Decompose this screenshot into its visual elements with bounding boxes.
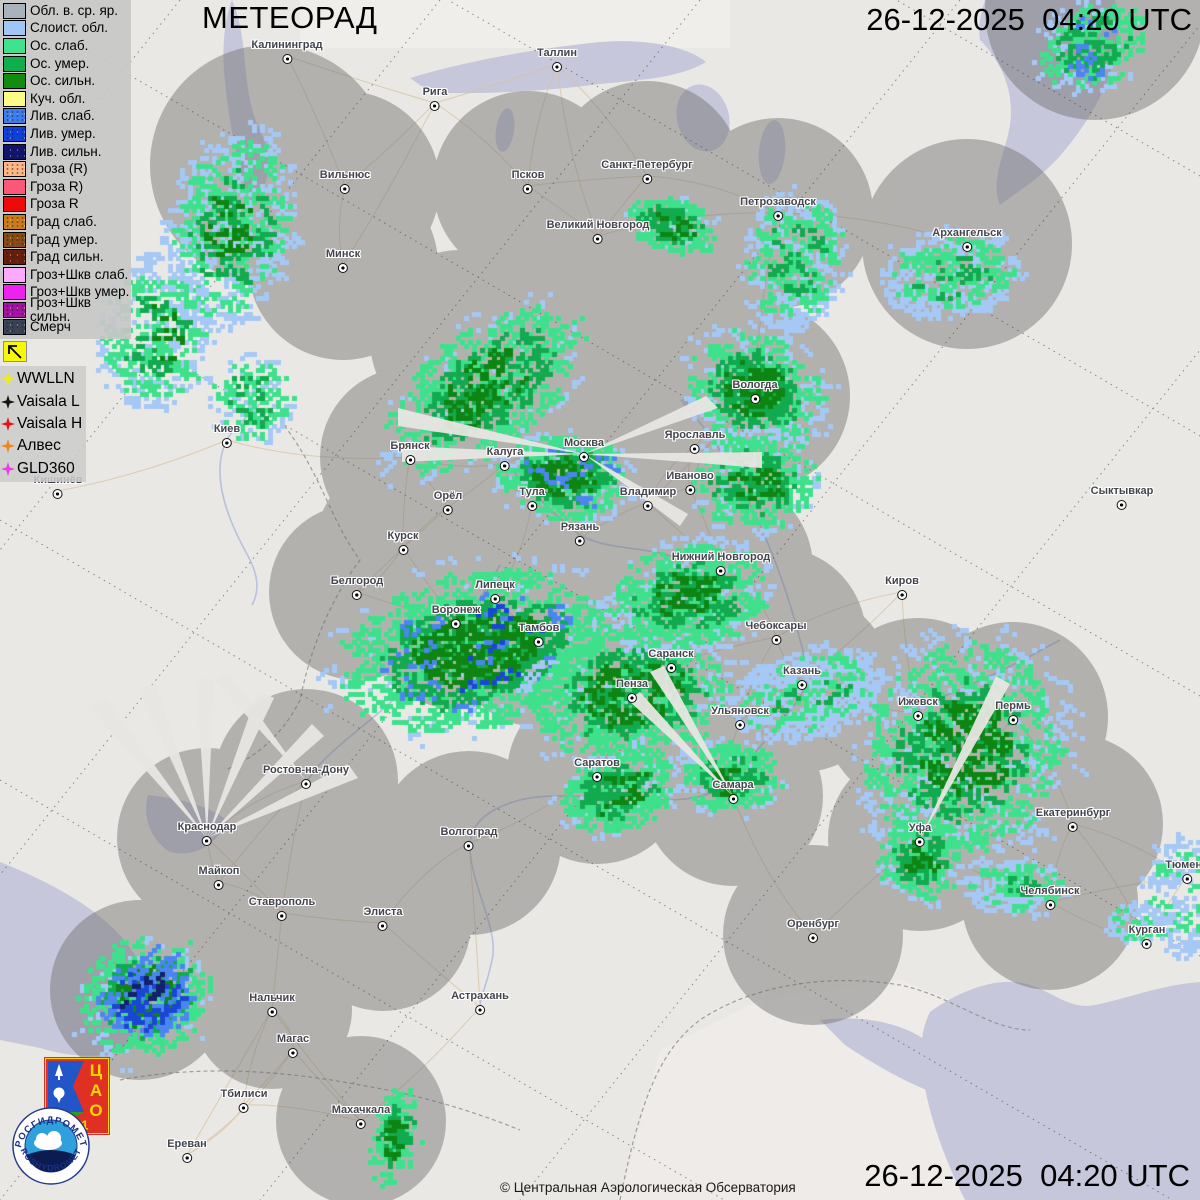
legend-swatch bbox=[3, 161, 26, 178]
legend-label: Обл. в. ср. яр. bbox=[30, 2, 119, 18]
legend-item: Лив. слаб. bbox=[0, 108, 131, 126]
legend-item: Лив. умер. bbox=[0, 125, 131, 143]
legend-swatch bbox=[3, 2, 26, 19]
legend-item: Куч. обл. bbox=[0, 90, 131, 108]
legend-item: Смерч bbox=[0, 319, 131, 337]
legend-swatch bbox=[3, 90, 26, 107]
legend-label: Лив. сильн. bbox=[30, 143, 102, 159]
legend-label: Град слаб. bbox=[30, 213, 97, 229]
flag-letter: Ц bbox=[90, 1061, 103, 1080]
legend-label: Град сильн. bbox=[30, 249, 104, 265]
legend-label: Гроз+Шкв умер. bbox=[30, 284, 130, 300]
legend-label: Куч. обл. bbox=[30, 90, 86, 106]
lightning-networks-legend: WWLLN Vaisala L Vaisala H Алвес GLD360 bbox=[0, 366, 86, 482]
precipitation-legend: Обл. в. ср. яр. Слоист. обл. Ос. слаб. Ос. … bbox=[0, 0, 131, 340]
legend-swatch bbox=[3, 37, 26, 54]
legend-label: Ос. слаб. bbox=[30, 37, 89, 53]
lightning-network-label: WWLLN bbox=[17, 370, 75, 388]
legend-item: Гроз+Шкв сильн. bbox=[0, 295, 131, 323]
legend-label: Слоист. обл. bbox=[30, 20, 109, 36]
lightning-cross-icon bbox=[1, 416, 15, 431]
legend-swatch bbox=[3, 284, 26, 301]
legend-label: Лив. слаб. bbox=[30, 108, 95, 124]
legend-item: Ос. умер. bbox=[0, 55, 131, 73]
lightning-cross-icon bbox=[1, 461, 15, 476]
wind-arrow-icon bbox=[8, 345, 22, 359]
legend-label: Град умер. bbox=[30, 231, 98, 247]
legend-item: Гроза (R) bbox=[0, 160, 131, 178]
legend-item: Ос. слаб. bbox=[0, 37, 131, 55]
legend-swatch bbox=[3, 301, 26, 318]
lightning-network-item: GLD360 bbox=[0, 458, 86, 480]
legend-swatch bbox=[3, 55, 26, 72]
legend-item: Лив. сильн. bbox=[0, 143, 131, 161]
legend-item: Град сильн. bbox=[0, 248, 131, 266]
legend-item: Слоист. обл. bbox=[0, 20, 131, 38]
legend-swatch bbox=[3, 196, 26, 213]
flag-letter: О bbox=[89, 1101, 102, 1120]
flag-balloon-icon bbox=[53, 1087, 65, 1099]
legend-swatch bbox=[3, 20, 26, 37]
legend-item: Ос. сильн. bbox=[0, 72, 131, 90]
lightning-network-label: GLD360 bbox=[17, 459, 75, 477]
legend-label: Гроза R) bbox=[30, 178, 84, 194]
flag-rocket-icon bbox=[55, 1064, 63, 1076]
timestamp-top: 26-12-2025 04:20 UTC bbox=[866, 2, 1192, 37]
wind-shift-marker bbox=[3, 341, 27, 362]
legend-label: Смерч bbox=[30, 319, 71, 335]
page-title: МЕТЕОРАД bbox=[202, 0, 378, 35]
legend-swatch bbox=[3, 249, 26, 266]
legend-swatch bbox=[3, 108, 26, 125]
legend-item: Град умер. bbox=[0, 231, 131, 249]
legend-item: Град слаб. bbox=[0, 213, 131, 231]
lightning-network-label: Vaisala H bbox=[17, 414, 83, 432]
legend-item: Гроза R bbox=[0, 196, 131, 214]
lightning-network-item: WWLLN bbox=[0, 368, 86, 390]
legend-label: Ос. умер. bbox=[30, 55, 90, 71]
legend-label: Лив. умер. bbox=[30, 125, 96, 141]
legend-swatch bbox=[3, 266, 26, 283]
legend-swatch bbox=[3, 178, 26, 195]
lightning-cross-icon bbox=[1, 394, 15, 409]
lightning-cross-icon bbox=[1, 372, 15, 387]
legend-label: Гроза R bbox=[30, 196, 79, 212]
lightning-network-label: Алвес bbox=[17, 437, 61, 455]
legend-swatch bbox=[3, 73, 26, 90]
roshydromet-logo: РОСГИДРОМЕТ ROSHYDROMET bbox=[12, 1107, 90, 1185]
legend-swatch bbox=[3, 143, 26, 160]
legend-label: Гроза (R) bbox=[30, 161, 88, 177]
flag-letter: А bbox=[90, 1081, 102, 1100]
legend-swatch bbox=[3, 319, 26, 336]
lightning-network-label: Vaisala L bbox=[17, 392, 80, 410]
legend-label: Ос. сильн. bbox=[30, 73, 96, 89]
legend-label: Гроз+Шкв сильн. bbox=[30, 294, 91, 324]
lightning-cross-icon bbox=[1, 439, 15, 454]
legend-label: Гроз+Шкв слаб. bbox=[30, 266, 129, 282]
legend-item: Обл. в. ср. яр. bbox=[0, 2, 131, 20]
legend-swatch bbox=[3, 125, 26, 142]
timestamp-bottom: 26-12-2025 04:20 UTC bbox=[864, 1158, 1190, 1193]
lightning-network-item: Vaisala H bbox=[0, 413, 86, 435]
lightning-network-item: Vaisala L bbox=[0, 390, 86, 412]
legend-swatch bbox=[3, 213, 26, 230]
legend-item: Гроза R) bbox=[0, 178, 131, 196]
lightning-network-item: Алвес bbox=[0, 435, 86, 457]
legend-item: Гроз+Шкв умер. bbox=[0, 284, 131, 302]
beam-blockage-wedges bbox=[88, 396, 1010, 839]
attribution-text: © Центральная Аэрологическая Обсерватори… bbox=[500, 1180, 796, 1195]
legend-swatch bbox=[3, 231, 26, 248]
legend-item: Гроз+Шкв слаб. bbox=[0, 266, 131, 284]
logo-sea bbox=[26, 1150, 76, 1173]
